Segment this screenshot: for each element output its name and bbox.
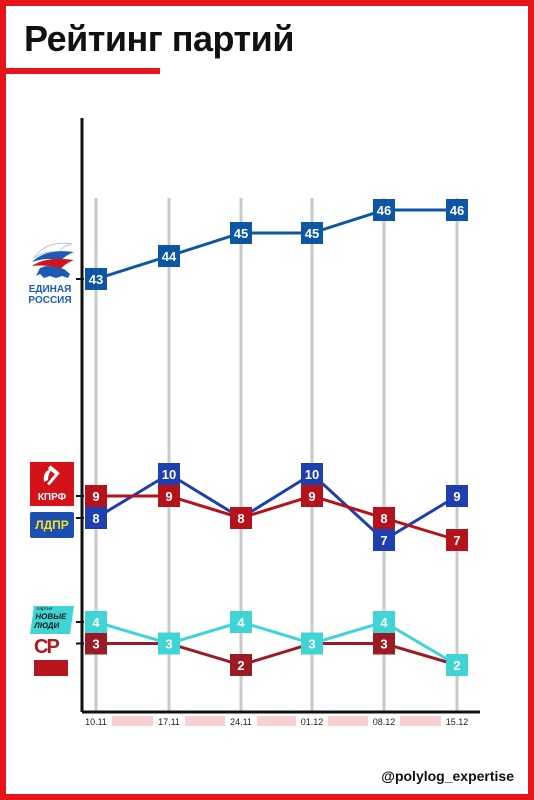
- marker-3-1: [158, 632, 180, 655]
- date-highlight-1: [185, 716, 225, 726]
- x-tick-label-10.11: 10.11: [85, 717, 107, 727]
- data-label-2-3: 10: [305, 467, 319, 482]
- data-label-1-0: 9: [92, 489, 99, 504]
- marker-2-1: [158, 463, 180, 485]
- data-label-0-0: 43: [89, 272, 103, 287]
- title-underline: [6, 68, 160, 74]
- data-label-2-0: 8: [92, 511, 99, 526]
- marker-0-4: [373, 199, 395, 221]
- x-tick-label-08.12: 08.12: [373, 717, 396, 727]
- data-label-3-0: 4: [92, 615, 100, 630]
- date-highlight-0: [112, 716, 153, 726]
- data-label-1-4: 8: [380, 511, 387, 526]
- marker-1-4: [373, 507, 395, 529]
- marker-3-3: [301, 632, 323, 655]
- date-highlight-2: [257, 716, 296, 726]
- data-label-3-2: 4: [237, 615, 245, 630]
- marker-0-3: [301, 222, 323, 244]
- new-people-logo-line2: ЛЮДИ: [33, 621, 60, 630]
- marker-2-3: [301, 463, 323, 485]
- data-label-3-4: 4: [380, 615, 388, 630]
- marker-0-5: [446, 199, 468, 221]
- marker-3-5: [446, 654, 468, 676]
- series-line-0: [95, 208, 457, 281]
- series-line-3: [95, 620, 458, 667]
- marker-2-5: [446, 485, 468, 507]
- marker-4-2: [230, 654, 252, 676]
- marker-1-3: [301, 485, 323, 507]
- data-label-3-3: 3: [308, 637, 315, 652]
- ldpr-logo-label: ЛДПР: [35, 518, 69, 532]
- marker-1-1: [158, 485, 180, 507]
- x-tick-label-24.11: 24.11: [230, 717, 252, 727]
- data-label-2-5: 9: [453, 489, 460, 504]
- sr-logo: СР: [34, 636, 72, 680]
- marker-2-4: [373, 529, 395, 551]
- series-line-2: [95, 472, 458, 542]
- er-logo: ЕДИНАЯ РОССИЯ: [22, 236, 82, 306]
- data-label-1-3: 9: [308, 489, 315, 504]
- hammer-sickle-icon: [43, 465, 60, 486]
- marker-1-5: [446, 529, 468, 551]
- marker-1-0: [85, 485, 107, 507]
- new-people-logo-line1: НОВЫЕ: [34, 612, 68, 621]
- sr-logo-text-block: [34, 660, 68, 676]
- x-tick-label-15.12: 15.12: [446, 717, 469, 727]
- page-title: Рейтинг партий: [24, 18, 294, 59]
- er-logo-line2: РОССИЯ: [28, 295, 72, 306]
- x-tick-label-17.11: 17.11: [158, 717, 180, 727]
- kprf-logo: КПРФ: [30, 462, 74, 506]
- data-label-0-2: 45: [234, 226, 248, 241]
- data-label-0-3: 45: [305, 226, 319, 241]
- data-label-0-1: 44: [162, 249, 177, 264]
- data-label-4-0: 3: [92, 637, 99, 652]
- kprf-logo-label: КПРФ: [37, 492, 67, 503]
- data-label-0-5: 46: [450, 203, 464, 218]
- marker-0-2: [230, 222, 252, 244]
- date-highlight-4: [400, 716, 441, 726]
- date-highlight-3: [328, 716, 368, 726]
- marker-0-0: [85, 268, 107, 290]
- er-logo-line1: ЕДИНАЯ: [28, 284, 72, 295]
- marker-4-0: [85, 632, 107, 655]
- data-label-3-5: 2: [453, 658, 460, 673]
- data-label-2-1: 10: [162, 467, 176, 482]
- ldpr-logo: ЛДПР: [30, 512, 74, 538]
- marker-4-4: [373, 632, 395, 655]
- x-tick-label-01.12: 01.12: [301, 717, 324, 727]
- data-label-1-1: 9: [165, 489, 172, 504]
- marker-2-0: [85, 507, 107, 529]
- marker-3-0: [85, 611, 107, 633]
- sr-logo-letters: СР: [34, 636, 60, 658]
- series-line-1: [96, 494, 458, 542]
- new-people-logo: партия НОВЫЕ ЛЮДИ: [30, 606, 74, 634]
- data-label-3-1: 3: [165, 637, 172, 652]
- marker-3-4: [373, 611, 395, 633]
- data-label-4-4: 3: [380, 637, 387, 652]
- marker-3-2: [230, 611, 252, 633]
- author-handle: @polylog_expertise: [381, 768, 514, 784]
- series-line-4: [96, 642, 458, 667]
- marker-1-2: [230, 507, 252, 529]
- data-label-0-4: 46: [377, 203, 391, 218]
- data-label-4-2: 2: [237, 658, 244, 673]
- bear-flag-icon: [32, 242, 74, 278]
- data-label-1-2: 8: [237, 511, 244, 526]
- marker-0-1: [158, 245, 180, 267]
- data-label-1-5: 7: [453, 533, 460, 548]
- data-label-2-4: 7: [380, 533, 387, 548]
